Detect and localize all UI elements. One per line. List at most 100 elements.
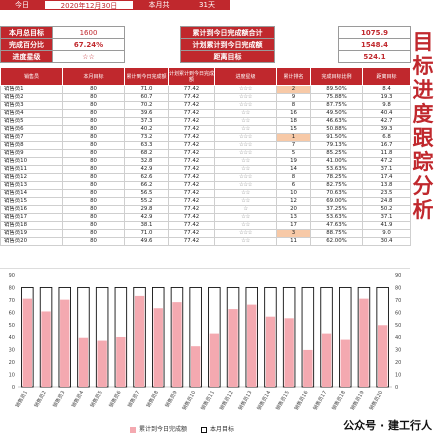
- seller-cell[interactable]: 销售员8: [0, 141, 63, 150]
- ratio-cell[interactable]: 37.25%: [310, 205, 363, 214]
- gap-cell[interactable]: 11.8: [362, 149, 411, 158]
- rank-cell[interactable]: 12: [276, 197, 311, 206]
- seller-cell[interactable]: 销售员18: [0, 221, 63, 230]
- actual-cell[interactable]: 42.9: [124, 213, 169, 222]
- seller-cell[interactable]: 销售员14: [0, 189, 63, 198]
- actual-cell[interactable]: 66.2: [124, 181, 169, 190]
- rank-cell[interactable]: 15: [276, 125, 311, 134]
- target-cell[interactable]: 80: [62, 165, 125, 174]
- table-row[interactable]: 销售员5 80 37.3 77.42 ☆☆ 18 46.63% 42.7: [0, 117, 411, 126]
- gap-cell[interactable]: 50.2: [362, 205, 411, 214]
- target-cell[interactable]: 80: [62, 213, 125, 222]
- actual-cell[interactable]: 40.2: [124, 125, 169, 134]
- planned-cell[interactable]: 77.42: [168, 229, 215, 238]
- table-row[interactable]: 销售员2 80 60.7 77.42 ☆☆☆ 9 75.88% 19.3: [0, 93, 411, 102]
- gap-cell[interactable]: 40.4: [362, 109, 411, 118]
- ratio-cell[interactable]: 70.63%: [310, 189, 363, 198]
- gap-cell[interactable]: 19.3: [362, 93, 411, 102]
- ratio-cell[interactable]: 53.63%: [310, 165, 363, 174]
- ratio-cell[interactable]: 87.75%: [310, 101, 363, 110]
- stars-cell[interactable]: ☆☆: [214, 165, 277, 174]
- target-cell[interactable]: 80: [62, 117, 125, 126]
- gap-cell[interactable]: 41.9: [362, 221, 411, 230]
- seller-cell[interactable]: 销售员10: [0, 157, 63, 166]
- actual-cell[interactable]: 55.2: [124, 197, 169, 206]
- gap-cell[interactable]: 42.7: [362, 117, 411, 126]
- gap-cell[interactable]: 6.8: [362, 133, 411, 142]
- stars-cell[interactable]: ☆☆: [214, 125, 277, 134]
- target-cell[interactable]: 80: [62, 229, 125, 238]
- rank-cell[interactable]: 3: [276, 229, 311, 238]
- table-row[interactable]: 销售员11 80 42.9 77.42 ☆☆ 14 53.63% 37.1: [0, 165, 411, 174]
- seller-cell[interactable]: 销售员11: [0, 165, 63, 174]
- gap-cell[interactable]: 23.5: [362, 189, 411, 198]
- rank-cell[interactable]: 18: [276, 117, 311, 126]
- planned-cell[interactable]: 77.42: [168, 125, 215, 134]
- target-cell[interactable]: 80: [62, 125, 125, 134]
- table-row[interactable]: 销售员13 80 66.2 77.42 ☆☆☆ 6 82.75% 13.8: [0, 181, 411, 190]
- actual-cell[interactable]: 49.6: [124, 237, 169, 246]
- planned-cell[interactable]: 77.42: [168, 213, 215, 222]
- actual-cell[interactable]: 42.9: [124, 165, 169, 174]
- actual-cell[interactable]: 32.8: [124, 157, 169, 166]
- seller-cell[interactable]: 销售员3: [0, 101, 63, 110]
- gap-cell[interactable]: 17.4: [362, 173, 411, 182]
- ratio-cell[interactable]: 69.00%: [310, 197, 363, 206]
- target-cell[interactable]: 80: [62, 181, 125, 190]
- seller-cell[interactable]: 销售员16: [0, 205, 63, 214]
- table-row[interactable]: 销售员8 80 63.3 77.42 ☆☆☆ 7 79.13% 16.7: [0, 141, 411, 150]
- stars-cell[interactable]: ☆: [214, 205, 277, 214]
- ratio-cell[interactable]: 79.13%: [310, 141, 363, 150]
- stars-cell[interactable]: ☆☆☆: [214, 133, 277, 142]
- ratio-cell[interactable]: 46.63%: [310, 117, 363, 126]
- seller-cell[interactable]: 销售员17: [0, 213, 63, 222]
- stars-cell[interactable]: ☆☆☆: [214, 141, 277, 150]
- planned-cell[interactable]: 77.42: [168, 141, 215, 150]
- stars-cell[interactable]: ☆☆: [214, 117, 277, 126]
- target-cell[interactable]: 80: [62, 85, 125, 94]
- gap-cell[interactable]: 39.3: [362, 125, 411, 134]
- ratio-cell[interactable]: 53.63%: [310, 213, 363, 222]
- actual-cell[interactable]: 56.5: [124, 189, 169, 198]
- target-cell[interactable]: 80: [62, 149, 125, 158]
- gap-cell[interactable]: 37.1: [362, 165, 411, 174]
- completion-percent-value[interactable]: 67.24%: [52, 38, 125, 51]
- target-cell[interactable]: 80: [62, 133, 125, 142]
- rank-cell[interactable]: 16: [276, 109, 311, 118]
- stars-cell[interactable]: ☆☆☆: [214, 181, 277, 190]
- planned-cell[interactable]: 77.42: [168, 85, 215, 94]
- stars-cell[interactable]: ☆☆☆: [214, 149, 277, 158]
- gap-cell[interactable]: 8.4: [362, 85, 411, 94]
- planned-cell[interactable]: 77.42: [168, 117, 215, 126]
- target-cell[interactable]: 80: [62, 205, 125, 214]
- col-header[interactable]: 销售员: [0, 67, 63, 86]
- target-cell[interactable]: 80: [62, 197, 125, 206]
- seller-cell[interactable]: 销售员2: [0, 93, 63, 102]
- gap-cell[interactable]: 9.0: [362, 229, 411, 238]
- stars-cell[interactable]: ☆☆☆: [214, 173, 277, 182]
- rank-cell[interactable]: 13: [276, 213, 311, 222]
- actual-cell[interactable]: 29.8: [124, 205, 169, 214]
- ratio-cell[interactable]: 88.75%: [310, 229, 363, 238]
- planned-cell[interactable]: 77.42: [168, 189, 215, 198]
- gap-cell[interactable]: 16.7: [362, 141, 411, 150]
- target-cell[interactable]: 80: [62, 141, 125, 150]
- stars-cell[interactable]: ☆☆: [214, 109, 277, 118]
- col-header[interactable]: 本月目标: [62, 67, 125, 86]
- table-row[interactable]: 销售员17 80 42.9 77.42 ☆☆ 13 53.63% 37.1: [0, 213, 411, 222]
- seller-cell[interactable]: 销售员9: [0, 149, 63, 158]
- stars-cell[interactable]: ☆☆: [214, 221, 277, 230]
- actual-cell[interactable]: 68.2: [124, 149, 169, 158]
- rank-cell[interactable]: 10: [276, 189, 311, 198]
- col-header[interactable]: 完成目标比例: [310, 67, 363, 86]
- table-row[interactable]: 销售员20 80 49.6 77.42 ☆☆ 11 62.00% 30.4: [0, 237, 411, 246]
- stars-cell[interactable]: ☆☆☆: [214, 229, 277, 238]
- table-row[interactable]: 销售员16 80 29.8 77.42 ☆ 20 37.25% 50.2: [0, 205, 411, 214]
- target-cell[interactable]: 80: [62, 93, 125, 102]
- rank-cell[interactable]: 19: [276, 157, 311, 166]
- gap-cell[interactable]: 24.8: [362, 197, 411, 206]
- actual-cell[interactable]: 63.3: [124, 141, 169, 150]
- seller-cell[interactable]: 销售员6: [0, 125, 63, 134]
- stars-cell[interactable]: ☆☆: [214, 189, 277, 198]
- rank-cell[interactable]: 20: [276, 205, 311, 214]
